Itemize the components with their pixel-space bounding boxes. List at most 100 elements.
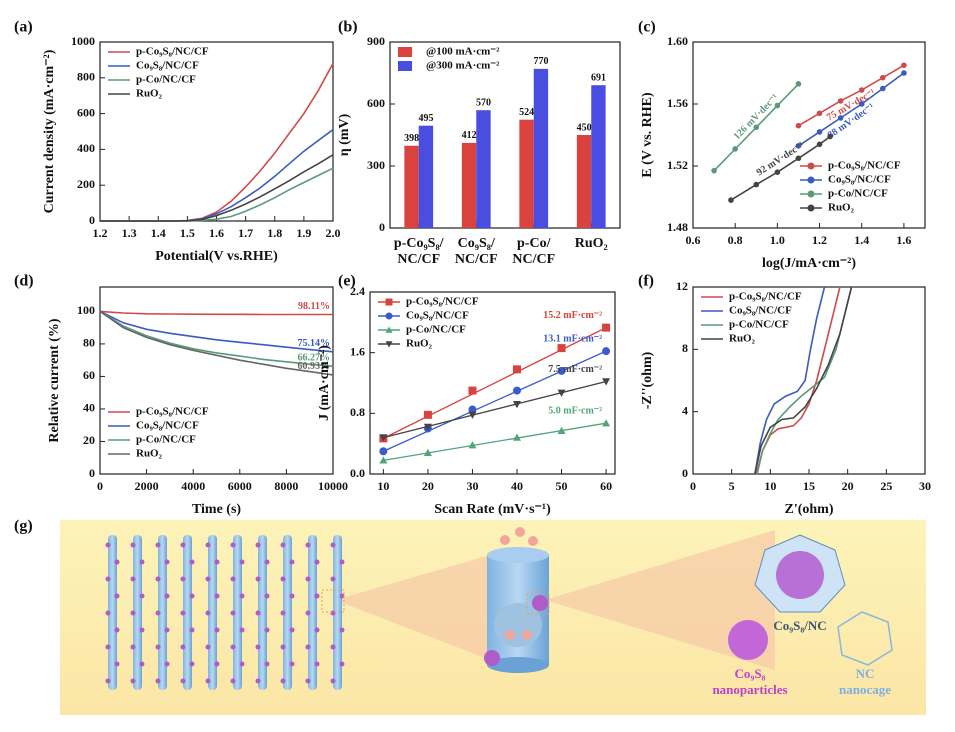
particle [330,678,336,684]
marker [423,423,432,431]
x-tick-label: 1.8 [267,226,282,240]
particle [305,610,311,616]
x-axis-label: Scan Rate (mV·s⁻¹) [434,502,551,517]
bar [591,85,606,229]
y-tick-label: 8 [682,341,688,355]
particle [314,559,320,565]
particle [189,661,195,667]
y-tick-label: 1000 [71,34,95,48]
fit-line [383,422,607,461]
x-tick-label: 1.5 [180,226,195,240]
zoom-cone [545,530,775,670]
y-tick-label: 40 [83,401,95,415]
bubble [505,630,515,640]
particle [189,593,195,599]
legend-label: p-Co₉S₈/NC/CF [828,160,901,172]
particle [230,678,236,684]
x-tick-label: 60 [600,479,612,493]
legend-swatch [398,61,412,71]
x-tick-label: p-Co₉S₈/ [394,236,445,251]
marker [385,326,393,333]
particle [130,542,136,548]
particle [130,678,136,684]
x-tick-label: 10 [764,479,776,493]
particles-label: nanoparticles [712,682,787,697]
plot-frame [692,41,926,229]
cage-label: nanocage [839,682,891,697]
particle [205,576,211,582]
x-tick-label: NC/CF [512,252,555,267]
legend-label: Co₉S₈/NC/CF [136,420,199,432]
y-tick-label: 12 [676,279,688,293]
x-tick-label: 5 [729,479,735,493]
y-axis-label: Current density (mA·cm⁻²) [42,49,57,213]
marker [795,81,802,87]
bar [533,68,549,228]
x-axis-label: Z'(ohm) [785,502,834,517]
marker [513,365,521,374]
particle [180,610,186,616]
y-tick-label: 80 [83,336,95,350]
plot-frame [389,41,621,229]
y-tick-label: 600 [367,96,385,110]
particle [314,661,320,667]
value-label: 524 [519,107,534,118]
particle [255,542,261,548]
marker [837,115,844,121]
legend-label: RuO₂ [136,448,163,460]
x-tick-label: 30 [919,479,931,493]
x-tick-label: Co₉S₈/ [458,236,496,251]
legend-label: p-Co₉S₈/NC/CF [406,296,479,308]
zoom-box [526,591,550,615]
y-tick-label: 0.0 [350,466,365,480]
particle [230,644,236,650]
y-tick-label: 800 [77,70,95,84]
bubble [500,535,510,545]
particle [105,542,111,548]
marker [423,410,432,419]
pore [494,603,542,647]
particle [239,661,245,667]
series-line [754,286,853,475]
marker [513,401,521,409]
bar [404,145,419,228]
particle [164,627,170,633]
x-tick-label: 1.3 [122,226,137,240]
series-line [100,154,334,222]
rod [183,535,192,690]
particle [105,610,111,616]
y-tick-label: 1.56 [667,96,688,110]
particle [280,542,286,548]
retention-label: 75.14% [298,338,331,349]
bubble [515,527,525,537]
x-tick-label: 1.0 [770,233,785,247]
particle [339,559,345,565]
x-tick-label: 10 [377,479,389,493]
particle [105,576,111,582]
particle [205,678,211,684]
particle [230,576,236,582]
value-label: 450 [577,122,592,133]
particle [264,593,270,599]
marker [816,110,823,117]
marker [858,101,865,107]
y-tick-label: 0.8 [350,405,365,419]
rod-cap [487,547,549,563]
marker [379,456,388,464]
x-tick-label: 1.6 [896,233,911,247]
particle [280,610,286,616]
particle [239,627,245,633]
marker [827,133,833,140]
legend-label: @100 mA·cm⁻² [426,46,500,58]
value-label: 691 [591,72,606,83]
y-axis-label: E (V vs. RHE) [640,92,655,178]
x-tick-label: 1.2 [93,226,108,240]
particle [264,559,270,565]
retention-label: 60.93% [298,361,331,372]
series-line [99,310,333,316]
particle [314,593,320,599]
x-tick-label: 25 [880,479,892,493]
marker [807,162,815,170]
x-tick-label: 40 [511,479,523,493]
x-tick-label: 0.6 [686,233,701,247]
